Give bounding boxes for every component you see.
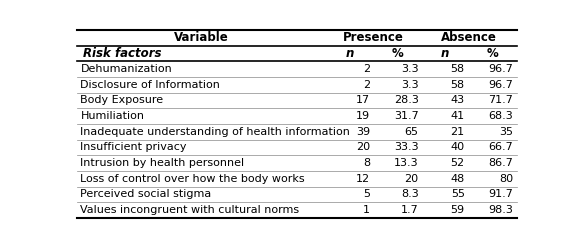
- Text: 98.3: 98.3: [488, 205, 513, 215]
- Text: 8: 8: [363, 158, 370, 168]
- Text: 86.7: 86.7: [488, 158, 513, 168]
- Text: 13.3: 13.3: [394, 158, 419, 168]
- Text: 91.7: 91.7: [488, 189, 513, 199]
- Text: Insufficient privacy: Insufficient privacy: [80, 142, 187, 152]
- Text: %: %: [486, 47, 499, 60]
- Text: Humiliation: Humiliation: [80, 111, 144, 121]
- Text: 48: 48: [450, 174, 465, 184]
- Text: 58: 58: [450, 64, 465, 74]
- Text: 96.7: 96.7: [488, 64, 513, 74]
- Text: Perceived social stigma: Perceived social stigma: [80, 189, 212, 199]
- Text: Values incongruent with cultural norms: Values incongruent with cultural norms: [80, 205, 299, 215]
- Text: 21: 21: [450, 127, 465, 137]
- Text: 1: 1: [363, 205, 370, 215]
- Text: Dehumanization: Dehumanization: [80, 64, 172, 74]
- Text: 2: 2: [363, 80, 370, 90]
- Text: 20: 20: [356, 142, 370, 152]
- Text: 35: 35: [499, 127, 513, 137]
- Text: 58: 58: [450, 80, 465, 90]
- Text: 96.7: 96.7: [488, 80, 513, 90]
- Text: 3.3: 3.3: [401, 80, 419, 90]
- Text: 71.7: 71.7: [488, 96, 513, 106]
- Text: 65: 65: [405, 127, 419, 137]
- Text: Variable: Variable: [174, 31, 229, 44]
- Text: 1.7: 1.7: [401, 205, 419, 215]
- Text: 59: 59: [450, 205, 465, 215]
- Text: 80: 80: [499, 174, 513, 184]
- Text: 5: 5: [363, 189, 370, 199]
- Text: Loss of control over how the body works: Loss of control over how the body works: [80, 174, 305, 184]
- Text: 41: 41: [450, 111, 465, 121]
- Text: 66.7: 66.7: [488, 142, 513, 152]
- Text: 12: 12: [356, 174, 370, 184]
- Text: 43: 43: [450, 96, 465, 106]
- Text: Inadequate understanding of health information: Inadequate understanding of health infor…: [80, 127, 350, 137]
- Text: Disclosure of Information: Disclosure of Information: [80, 80, 220, 90]
- Text: %: %: [392, 47, 404, 60]
- Text: Presence: Presence: [343, 31, 404, 44]
- Text: 39: 39: [356, 127, 370, 137]
- Text: 68.3: 68.3: [488, 111, 513, 121]
- Text: 31.7: 31.7: [394, 111, 419, 121]
- Text: n: n: [345, 47, 354, 60]
- Text: 20: 20: [404, 174, 419, 184]
- Text: Risk factors: Risk factors: [83, 47, 162, 60]
- Text: 28.3: 28.3: [394, 96, 419, 106]
- Text: Absence: Absence: [441, 31, 497, 44]
- Text: 8.3: 8.3: [401, 189, 419, 199]
- Text: Intrusion by health personnel: Intrusion by health personnel: [80, 158, 244, 168]
- Text: n: n: [441, 47, 449, 60]
- Text: Body Exposure: Body Exposure: [80, 96, 163, 106]
- Text: 55: 55: [450, 189, 465, 199]
- Text: 40: 40: [450, 142, 465, 152]
- Text: 17: 17: [356, 96, 370, 106]
- Text: 3.3: 3.3: [401, 64, 419, 74]
- Text: 2: 2: [363, 64, 370, 74]
- Text: 19: 19: [356, 111, 370, 121]
- Text: 52: 52: [450, 158, 465, 168]
- Text: 33.3: 33.3: [394, 142, 419, 152]
